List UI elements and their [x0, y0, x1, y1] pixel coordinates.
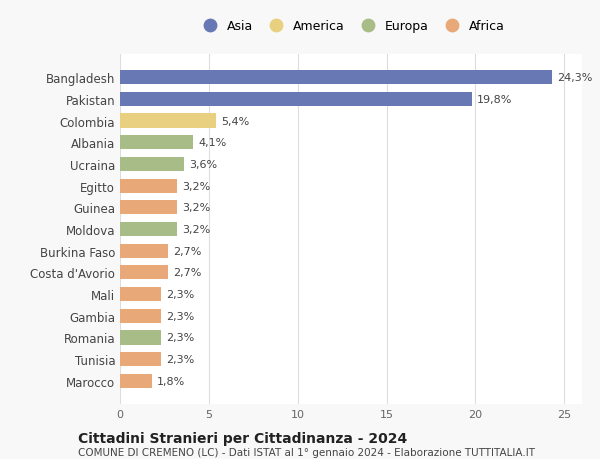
Bar: [120, 157, 184, 172]
Bar: [120, 114, 216, 129]
Bar: [120, 374, 152, 388]
Text: Cittadini Stranieri per Cittadinanza - 2024: Cittadini Stranieri per Cittadinanza - 2…: [78, 431, 407, 445]
Bar: [120, 287, 161, 302]
Text: 3,2%: 3,2%: [182, 203, 211, 213]
Bar: [120, 266, 168, 280]
Bar: [120, 179, 177, 193]
Text: 2,3%: 2,3%: [166, 290, 194, 299]
Text: 2,7%: 2,7%: [173, 268, 202, 278]
Text: 24,3%: 24,3%: [557, 73, 592, 83]
Text: 3,6%: 3,6%: [190, 160, 217, 169]
Text: 3,2%: 3,2%: [182, 224, 211, 235]
Bar: [120, 353, 161, 366]
Bar: [120, 201, 177, 215]
Bar: [120, 223, 177, 236]
Text: 19,8%: 19,8%: [477, 95, 512, 105]
Text: COMUNE DI CREMENO (LC) - Dati ISTAT al 1° gennaio 2024 - Elaborazione TUTTITALIA: COMUNE DI CREMENO (LC) - Dati ISTAT al 1…: [78, 447, 535, 457]
Bar: [120, 330, 161, 345]
Text: 3,2%: 3,2%: [182, 181, 211, 191]
Text: 2,3%: 2,3%: [166, 311, 194, 321]
Bar: [120, 309, 161, 323]
Text: 5,4%: 5,4%: [221, 116, 250, 126]
Text: 2,3%: 2,3%: [166, 333, 194, 343]
Text: 2,3%: 2,3%: [166, 354, 194, 364]
Bar: [120, 136, 193, 150]
Text: 1,8%: 1,8%: [157, 376, 185, 386]
Legend: Asia, America, Europa, Africa: Asia, America, Europa, Africa: [193, 16, 509, 36]
Bar: [120, 93, 472, 106]
Text: 2,7%: 2,7%: [173, 246, 202, 256]
Bar: [120, 71, 552, 85]
Text: 4,1%: 4,1%: [198, 138, 226, 148]
Bar: [120, 244, 168, 258]
